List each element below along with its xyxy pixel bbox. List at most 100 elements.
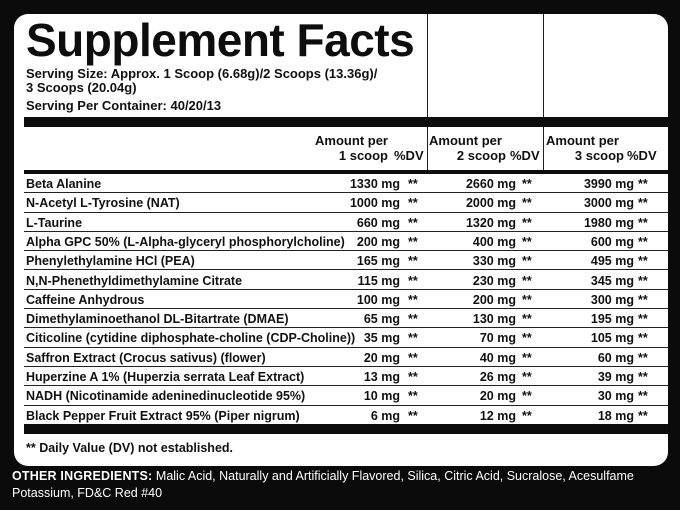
ingredient-amount: 1980 mg [583,215,634,230]
ingredient-dv: ** [408,273,418,288]
table-row: N,N-Phenethyldimethylamine Citrate 115 mg… [24,271,668,290]
ingredient-amount: 115 mg [357,273,400,288]
header-amount-3-unit: 3 scoop [574,148,624,163]
ingredient-dv: ** [408,292,418,307]
ingredient-dv: ** [408,196,418,211]
ingredient-amount: 3990 mg [583,177,634,191]
table-row: Alpha GPC 50% (L-Alpha-glyceryl phosphor… [24,232,668,252]
column-divider [427,14,428,117]
ingredient-amount: 18 mg [597,408,634,423]
ingredient-dv: ** [638,196,648,211]
header-amount-1: Amount per 1 scoop [315,133,388,163]
ingredient-name: Alpha GPC 50% (L-Alpha-glyceryl phosphor… [26,234,345,249]
ingredient-amount: 13 mg [363,370,400,384]
ingredient-amount: 65 mg [363,312,400,327]
header-amount-2-unit: 2 scoop [456,148,506,163]
ingredient-amount: 70 mg [479,331,516,346]
ingredient-dv: ** [408,408,418,423]
ingredient-dv: ** [638,312,648,327]
ingredient-dv: ** [408,215,418,230]
ingredient-amount: 105 mg [590,331,634,346]
table-row: NADH (Nicotinamide adeninedinucleotide 9… [24,386,668,406]
ingredient-amount: 1330 mg [349,177,400,191]
ingredient-dv: ** [408,350,418,365]
other-ingredients: OTHER INGREDIENTS: Malic Acid, Naturally… [12,468,662,502]
ingredient-name: Black Pepper Fruit Extract 95% (Piper ni… [26,408,300,423]
ingredient-amount: 3000 mg [583,196,634,211]
ingredient-name: Phenylethylamine HCl (PEA) [26,254,195,269]
ingredient-amount: 30 mg [597,389,634,404]
ingredient-amount: 130 mg [472,312,516,327]
ingredient-dv: ** [638,292,648,307]
header-dv-3: %DV [627,148,657,163]
ingredient-dv: ** [522,273,532,288]
ingredient-amount: 26 mg [479,370,516,384]
ingredient-dv: ** [522,370,532,384]
ingredient-amount: 60 mg [597,350,634,365]
supplement-facts-panel: Supplement Facts Serving Size: Approx. 1… [14,14,668,466]
page-title: Supplement Facts [26,14,415,66]
divider-bar [24,170,668,174]
ingredient-dv: ** [522,234,532,249]
ingredient-amount: 6 mg [370,408,400,423]
ingredient-amount: 35 mg [363,331,400,346]
ingredient-amount: 400 mg [472,234,516,249]
ingredient-amount: 12 mg [479,408,516,423]
ingredient-amount: 200 mg [356,234,400,249]
ingredient-dv: ** [408,370,418,384]
divider-bar [24,424,668,434]
serving-size-cont: 3 Scoops (20.04g) [26,80,137,95]
table-row: L-Taurine 660 mg ** 1320 mg ** 1980 mg ** [24,213,668,232]
ingredient-name: N,N-Phenethyldimethylamine Citrate [26,273,243,288]
ingredient-dv: ** [408,177,418,191]
ingredient-dv: ** [408,312,418,327]
ingredient-amount: 330 mg [472,254,516,269]
table-row: Black Pepper Fruit Extract 95% (Piper ni… [24,406,668,425]
ingredient-name: NADH (Nicotinamide adeninedinucleotide 9… [26,389,306,404]
ingredient-amount: 600 mg [590,234,634,249]
ingredient-amount: 660 mg [356,215,400,230]
ingredient-dv: ** [638,177,648,191]
other-ingredients-text: Malic Acid, Naturally and Artificially F… [12,469,634,500]
ingredient-amount: 40 mg [479,350,516,365]
ingredient-dv: ** [522,292,532,307]
ingredient-dv: ** [638,273,648,288]
ingredient-amount: 195 mg [590,312,634,327]
ingredient-amount: 10 mg [363,389,400,404]
ingredient-name: Dimethylaminoethanol DL-Bitartrate (DMAE… [26,312,289,327]
header-amount-2: Amount per [429,133,502,148]
servings-per-container: Serving Per Container: 40/20/13 [26,98,222,113]
column-divider [543,127,544,170]
ingredient-amount: 2000 mg [465,196,516,211]
table-row: Caffeine Anhydrous 100 mg ** 200 mg ** 300 mg… [24,290,668,310]
ingredient-dv: ** [522,331,532,346]
ingredient-dv: ** [638,350,648,365]
column-divider [427,127,428,170]
ingredient-dv: ** [522,177,532,191]
table-row: N-Acetyl L-Tyrosine (NAT) 1000 mg ** 2000 m… [24,193,668,213]
serving-size: Serving Size: Approx. 1 Scoop (6.68g)/2 … [26,66,378,81]
ingredient-amount: 345 mg [590,273,634,288]
ingredient-amount: 1000 mg [349,196,400,211]
table-row: Citicoline (cytidine diphosphate-choline… [24,328,668,348]
ingredient-amount: 200 mg [472,292,516,307]
ingredient-amount: 2660 mg [465,177,516,191]
ingredient-amount: 1320 mg [465,215,516,230]
ingredient-dv: ** [638,254,648,269]
header-dv-2: %DV [510,148,540,163]
header-dv-1: %DV [394,148,424,163]
ingredient-name: Caffeine Anhydrous [26,292,145,307]
table-row: Saffron Extract (Crocus sativus) (flower… [24,348,668,367]
column-divider [543,14,544,117]
table-row: Huperzine A 1% (Huperzia serrata Leaf Ex… [24,367,668,387]
table-row: Dimethylaminoethanol DL-Bitartrate (DMAE… [24,309,668,329]
ingredient-name: Beta Alanine [26,177,102,191]
divider-bar [24,117,668,127]
ingredient-name: N-Acetyl L-Tyrosine (NAT) [26,196,180,211]
ingredient-dv: ** [638,408,648,423]
ingredient-amount: 20 mg [363,350,400,365]
ingredient-dv: ** [638,370,648,384]
ingredient-amount: 230 mg [472,273,516,288]
ingredient-dv: ** [638,331,648,346]
ingredient-dv: ** [522,196,532,211]
